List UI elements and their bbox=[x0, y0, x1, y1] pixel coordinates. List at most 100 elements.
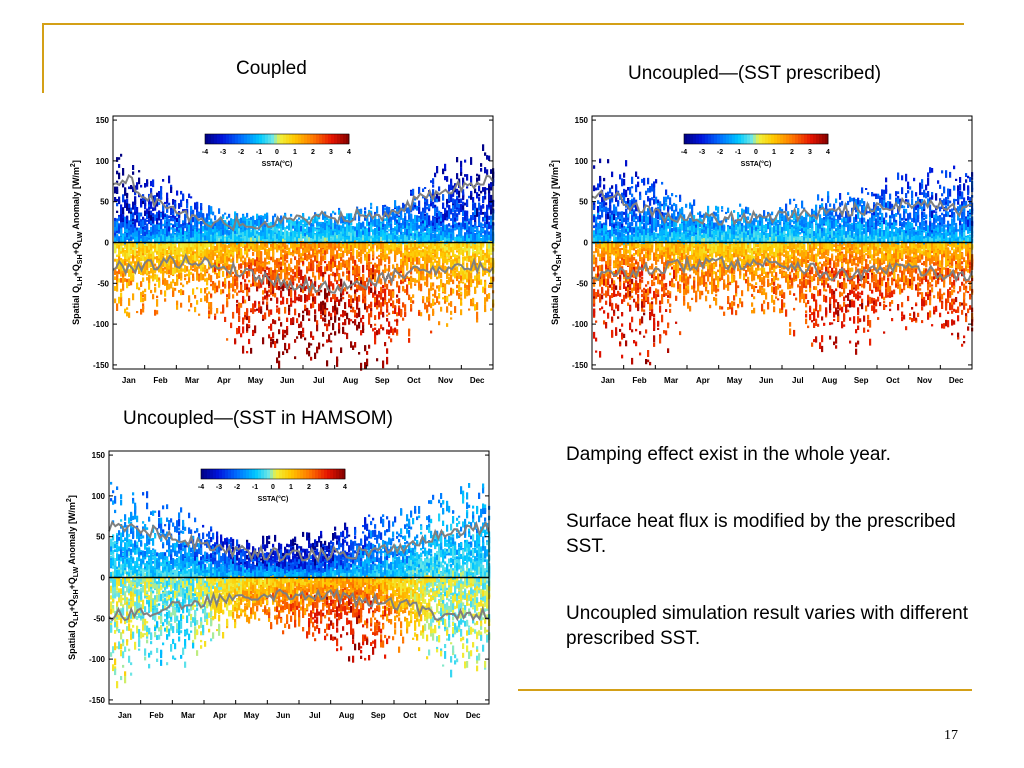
data-point bbox=[166, 283, 169, 291]
data-point bbox=[154, 204, 157, 211]
data-point bbox=[370, 217, 373, 222]
data-point bbox=[320, 250, 323, 258]
data-point bbox=[366, 306, 369, 313]
data-point bbox=[288, 264, 291, 271]
data-point bbox=[200, 213, 203, 218]
data-point bbox=[210, 250, 213, 255]
data-point bbox=[332, 238, 335, 243]
data-point bbox=[242, 241, 245, 247]
data-point bbox=[310, 281, 313, 286]
data-point bbox=[316, 243, 319, 249]
data-point bbox=[194, 217, 197, 225]
data-point bbox=[164, 227, 167, 235]
data-point bbox=[290, 218, 293, 225]
data-point bbox=[178, 247, 181, 255]
data-point bbox=[338, 253, 341, 259]
data-point bbox=[178, 270, 181, 274]
data-point bbox=[152, 232, 155, 240]
data-point bbox=[298, 294, 301, 297]
data-point bbox=[270, 246, 273, 251]
data-point bbox=[128, 269, 131, 277]
data-point bbox=[266, 230, 269, 238]
data-point bbox=[184, 247, 187, 251]
data-point bbox=[330, 229, 333, 236]
data-point bbox=[308, 237, 311, 243]
data-point bbox=[404, 258, 407, 263]
data-point bbox=[358, 295, 361, 302]
data-point bbox=[126, 311, 129, 317]
data-point bbox=[398, 237, 401, 244]
data-point bbox=[160, 247, 163, 253]
data-point bbox=[316, 224, 319, 227]
data-point bbox=[298, 266, 301, 272]
data-point bbox=[168, 219, 171, 222]
data-point bbox=[350, 213, 353, 220]
data-point bbox=[264, 261, 267, 269]
data-point bbox=[190, 217, 193, 224]
data-point bbox=[316, 323, 319, 332]
data-point bbox=[366, 255, 369, 263]
data-point bbox=[168, 221, 171, 224]
data-point bbox=[310, 343, 313, 346]
data-point bbox=[390, 244, 393, 248]
data-point bbox=[230, 254, 233, 257]
data-point bbox=[148, 230, 151, 233]
data-point bbox=[120, 245, 123, 252]
data-point bbox=[140, 256, 143, 262]
data-point bbox=[382, 288, 385, 294]
data-point bbox=[272, 235, 275, 238]
data-point bbox=[364, 207, 367, 211]
data-point bbox=[200, 239, 203, 243]
data-point bbox=[260, 308, 263, 313]
data-point bbox=[354, 293, 357, 301]
data-point bbox=[160, 268, 163, 274]
data-point bbox=[194, 225, 197, 229]
data-point bbox=[236, 248, 239, 254]
data-point bbox=[144, 225, 147, 231]
data-point bbox=[302, 233, 305, 236]
data-point bbox=[296, 296, 299, 301]
data-point bbox=[304, 242, 307, 248]
data-point bbox=[146, 253, 149, 258]
data-point bbox=[172, 233, 175, 241]
data-point bbox=[284, 334, 287, 338]
data-point bbox=[182, 193, 185, 201]
data-point bbox=[326, 265, 329, 270]
data-point bbox=[404, 231, 407, 235]
data-point bbox=[274, 259, 277, 265]
data-point bbox=[150, 275, 153, 279]
data-point bbox=[186, 266, 189, 272]
data-point bbox=[142, 225, 145, 231]
data-point bbox=[278, 316, 281, 321]
data-point bbox=[284, 242, 287, 247]
data-point bbox=[160, 251, 163, 259]
data-point bbox=[340, 278, 343, 287]
data-point bbox=[384, 225, 387, 230]
data-point bbox=[248, 226, 251, 230]
data-point bbox=[320, 308, 323, 315]
data-point bbox=[138, 170, 141, 173]
data-point bbox=[122, 207, 125, 215]
data-point bbox=[246, 271, 249, 279]
data-point bbox=[378, 224, 381, 230]
data-point bbox=[288, 250, 291, 255]
data-point bbox=[266, 261, 269, 265]
data-point bbox=[232, 271, 235, 274]
data-point bbox=[342, 239, 345, 242]
data-point bbox=[296, 250, 299, 255]
data-point bbox=[398, 242, 401, 246]
data-point bbox=[302, 327, 305, 334]
data-point bbox=[290, 289, 293, 298]
data-point bbox=[342, 243, 345, 247]
data-point bbox=[182, 222, 185, 226]
data-point bbox=[392, 228, 395, 231]
data-point bbox=[298, 227, 301, 230]
data-point bbox=[268, 235, 271, 242]
data-point bbox=[294, 245, 297, 248]
data-point bbox=[214, 252, 217, 257]
data-point bbox=[384, 264, 387, 268]
data-point bbox=[402, 267, 405, 275]
data-point bbox=[336, 245, 339, 249]
data-point bbox=[176, 212, 179, 217]
data-point bbox=[378, 269, 381, 277]
